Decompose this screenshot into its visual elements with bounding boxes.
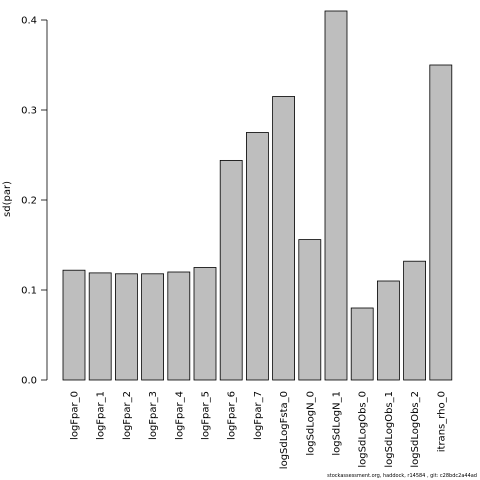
y-tick-label: 0.2 (21, 196, 37, 207)
x-tick-label: logFpar_0 (70, 391, 81, 440)
x-tick-label: logFpar_2 (122, 391, 133, 440)
x-tick-label: logFpar_5 (201, 391, 212, 440)
bar-logFpar_4 (167, 271, 191, 381)
x-tick-label: logFpar_1 (96, 391, 107, 440)
x-tick-label: logSdLogObs_1 (384, 391, 395, 468)
bars-group (62, 10, 453, 381)
bar-logSdLogObs_2 (403, 260, 427, 381)
bar-itrans_rho_0 (429, 64, 453, 381)
x-tick-label: logFpar_3 (148, 391, 159, 440)
x-tick-label: logFpar_6 (227, 391, 238, 440)
bar-logSdLogObs_0 (350, 307, 374, 381)
x-tick-label: logSdLogObs_0 (358, 391, 369, 468)
y-tick-label: 0.4 (21, 16, 37, 27)
x-tick-label: itrans_rho_0 (436, 391, 447, 452)
x-tick-label: logFpar_4 (174, 391, 185, 440)
bar-logSdLogN_0 (298, 239, 322, 381)
bar-logFpar_0 (62, 269, 86, 381)
y-axis-title: sd(par) (2, 181, 13, 217)
bar-logFpar_6 (219, 159, 243, 381)
x-tick-label: logFpar_7 (253, 391, 264, 440)
y-tick-label: 0.1 (21, 286, 37, 297)
bar-logFpar_1 (88, 272, 112, 381)
x-tick-label: logSdLogN_1 (332, 391, 343, 456)
bar-logFpar_3 (141, 273, 165, 381)
x-tick-label: logSdLogObs_2 (410, 391, 421, 468)
bar-logSdLogN_1 (324, 10, 348, 381)
x-tick-label: logSdLogFsta_0 (279, 391, 290, 469)
bar-logFpar_5 (193, 267, 217, 381)
bar-logFpar_2 (115, 273, 138, 381)
bar-logSdLogFsta_0 (272, 96, 296, 381)
bar-logSdLogObs_1 (376, 280, 400, 381)
bar-logFpar_7 (245, 132, 269, 381)
footer-credit: stockassessment.org, haddock, r14584 , g… (327, 473, 477, 479)
y-axis: 0.0 0.1 0.2 0.3 0.4 (21, 16, 48, 387)
y-tick-label: 0.0 (21, 376, 37, 387)
x-tick-label: logSdLogN_0 (305, 391, 316, 456)
x-axis-labels: logFpar_0 logFpar_1 logFpar_2 logFpar_3 logF… (70, 391, 448, 469)
y-tick-label: 0.3 (21, 106, 37, 117)
